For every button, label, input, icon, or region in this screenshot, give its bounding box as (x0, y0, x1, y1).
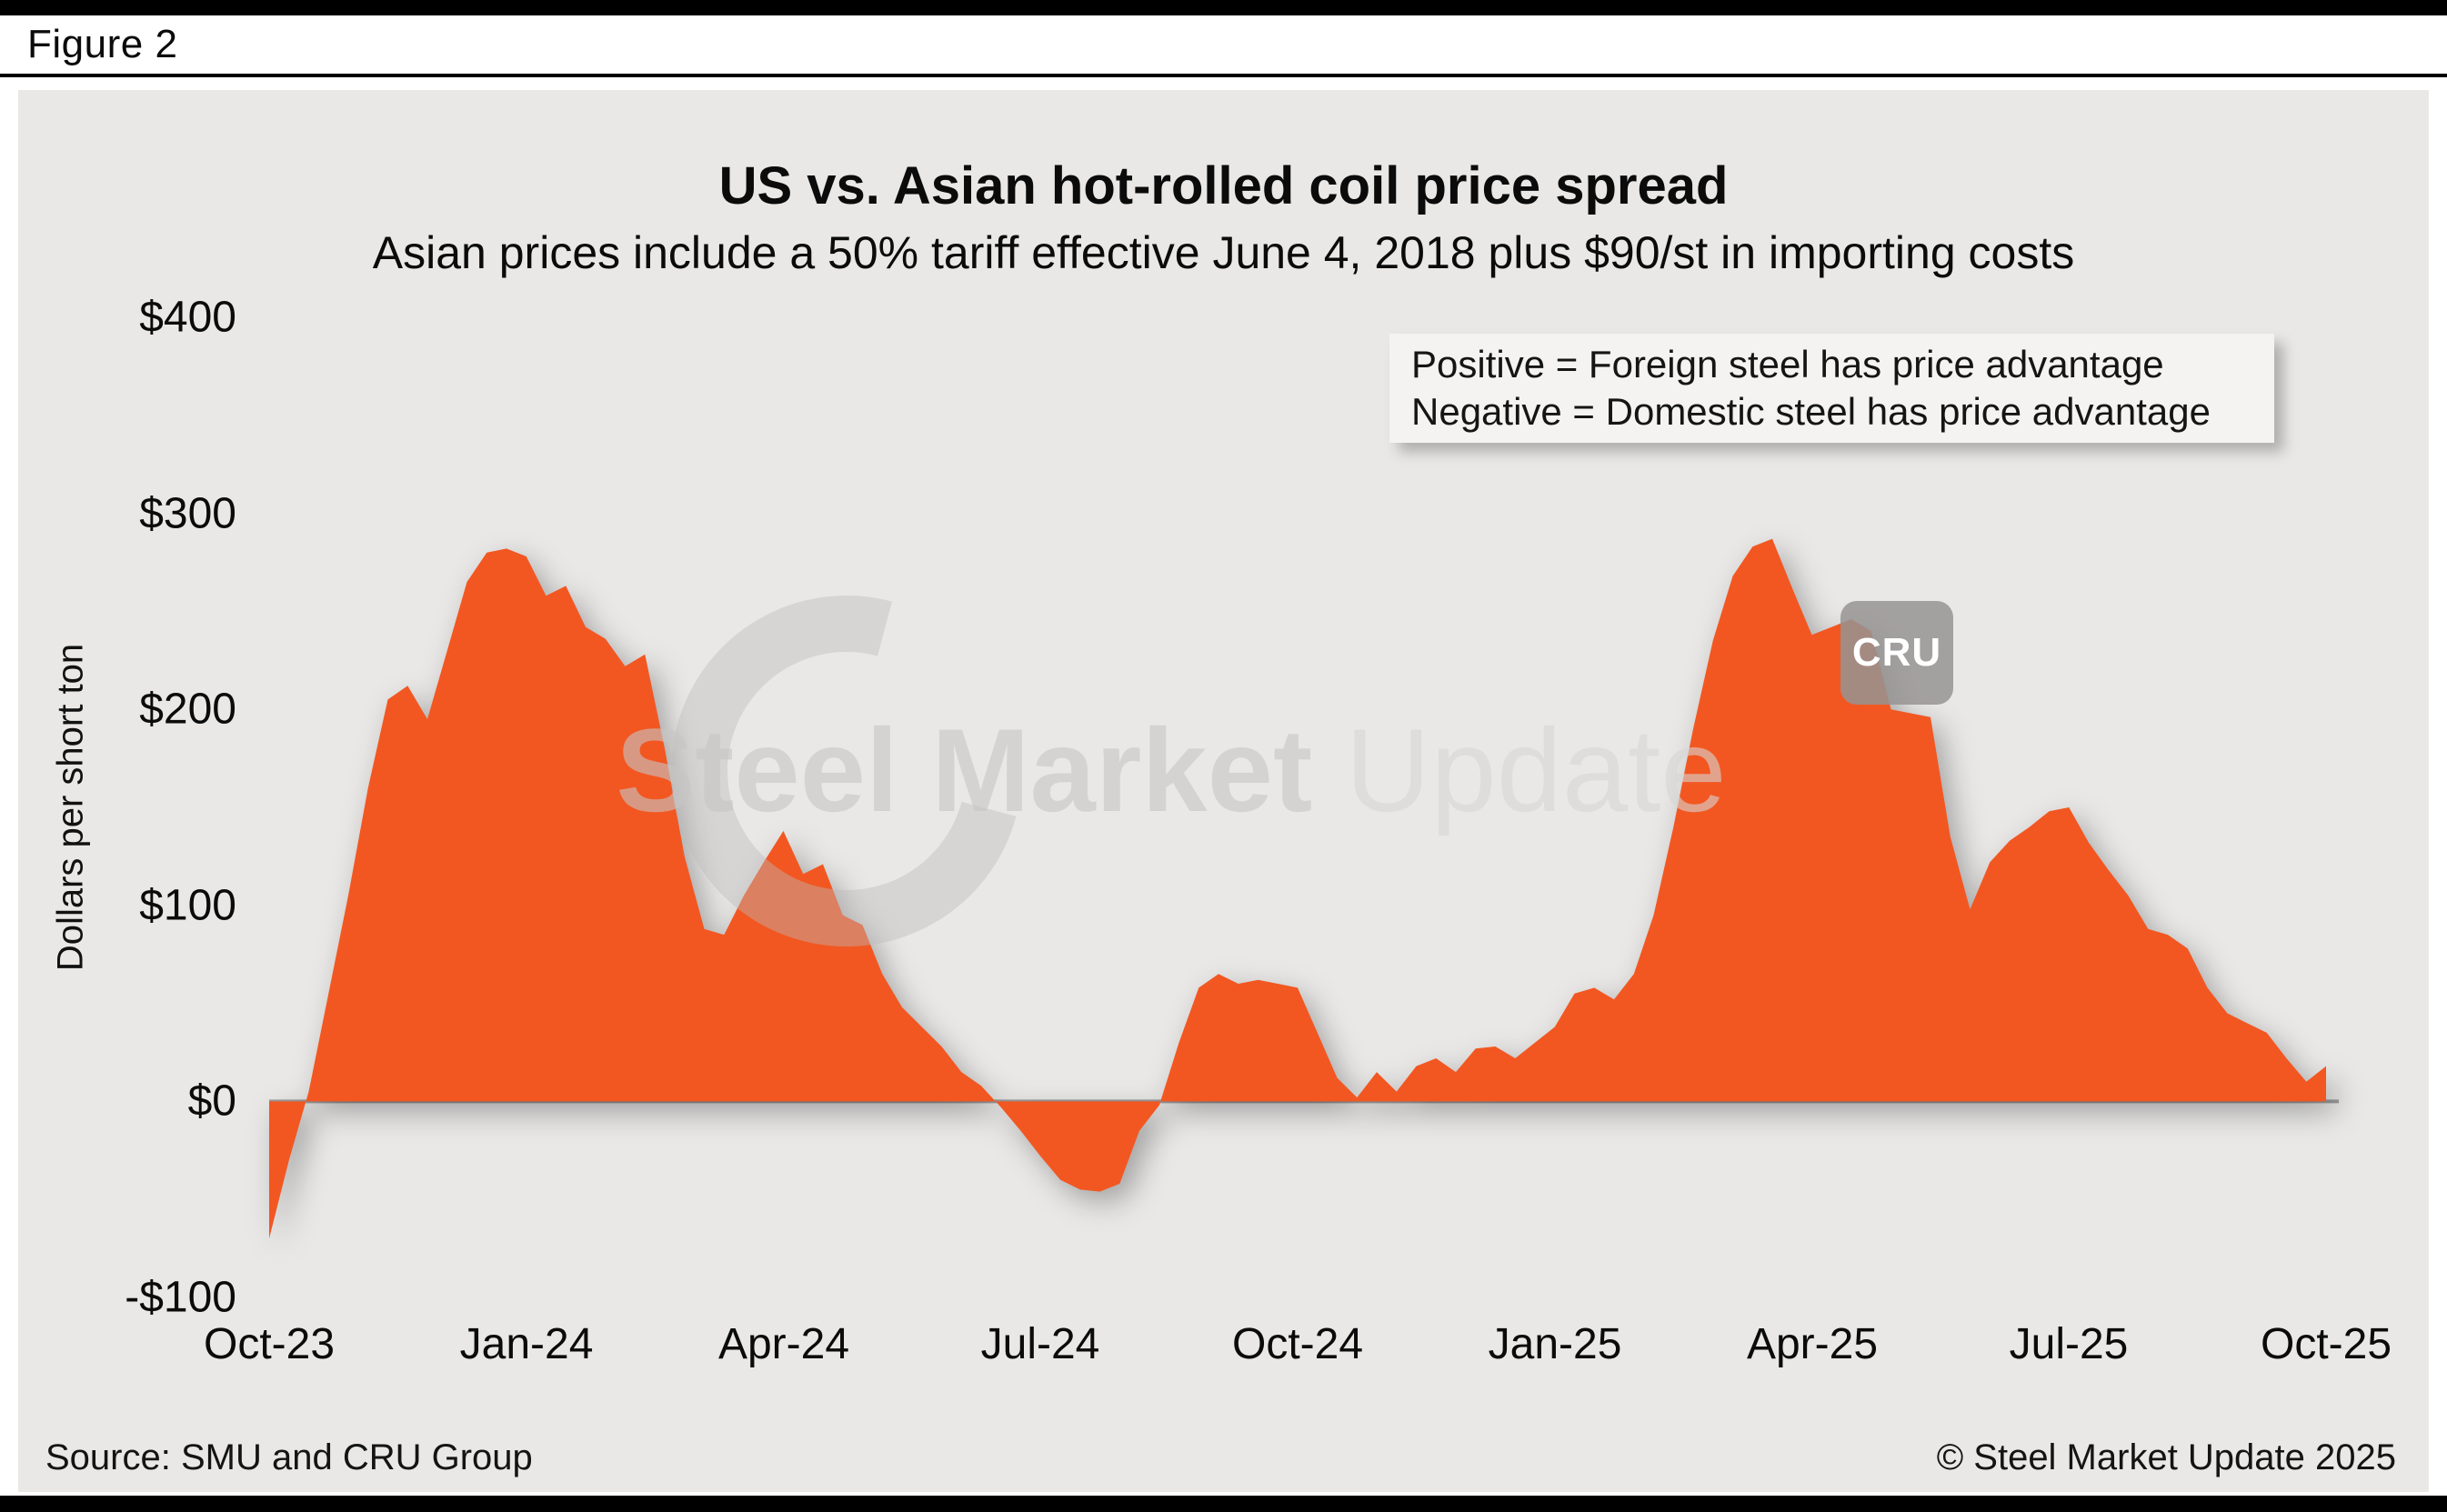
x-tick-label: Apr-24 (717, 1320, 850, 1368)
copyright-note: © Steel Market Update 2025 (1936, 1437, 2396, 1477)
area-chart (269, 538, 2339, 1239)
x-tick-label: Oct-23 (203, 1320, 336, 1368)
y-tick-label: $300 (139, 489, 236, 538)
watermark-text: Steel Market Update (616, 702, 1726, 838)
x-tick-label: Jan-25 (1488, 1320, 1622, 1368)
y-tick-label: $100 (139, 881, 236, 930)
watermark-text-light: Update (1345, 704, 1727, 836)
y-tick-label: -$100 (125, 1273, 236, 1322)
x-tick-label: Jan-24 (459, 1320, 594, 1368)
watermark-text-bold: Steel Market (616, 704, 1313, 836)
chart-subtitle: Asian prices include a 50% tariff effect… (372, 227, 2075, 278)
y-tick-label: $0 (187, 1076, 236, 1126)
x-tick-label: Jul-24 (980, 1320, 1100, 1368)
y-tick-label: $400 (139, 293, 236, 342)
price-spread-area (269, 538, 2326, 1239)
cru-badge-icon: CRU (1840, 601, 1953, 705)
figure-header: Figure 2 (0, 15, 2447, 77)
top-black-bar (0, 0, 2447, 15)
bottom-black-bar (0, 1496, 2447, 1512)
chart-panel: US vs. Asian hot-rolled coil price sprea… (18, 90, 2429, 1492)
x-tick-label: Jul-25 (2009, 1320, 2129, 1368)
x-tick-label: Oct-25 (2260, 1320, 2392, 1368)
x-tick-label: Apr-25 (1746, 1320, 1879, 1368)
x-tick-label: Oct-24 (1231, 1320, 1364, 1368)
legend-note-box: Positive = Foreign steel has price advan… (1389, 334, 2274, 443)
legend-line-negative: Negative = Domestic steel has price adva… (1411, 390, 2211, 433)
y-tick-label: $200 (139, 685, 236, 734)
chart-title: US vs. Asian hot-rolled coil price sprea… (718, 156, 1729, 215)
source-note: Source: SMU and CRU Group (45, 1437, 533, 1477)
legend-line-positive: Positive = Foreign steel has price advan… (1411, 343, 2164, 386)
figure-label: Figure 2 (27, 22, 178, 66)
